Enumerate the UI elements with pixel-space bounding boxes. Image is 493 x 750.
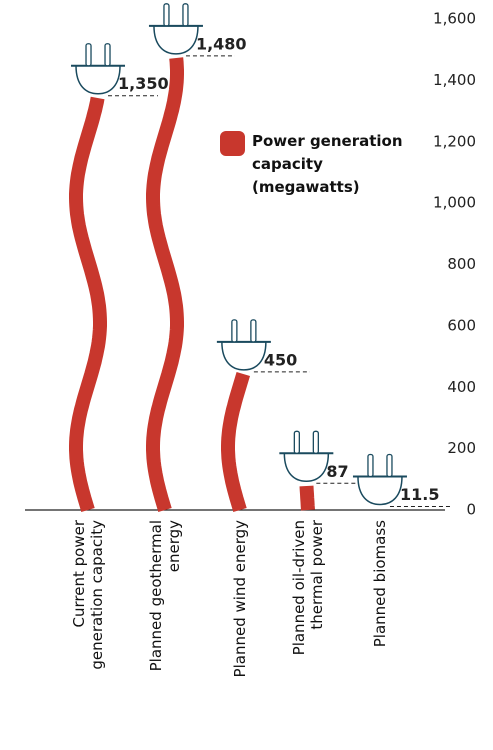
plug-prong — [367, 453, 374, 478]
plug-prong — [250, 319, 257, 343]
y-tick-label: 1,400 — [433, 71, 476, 89]
plug-prong — [182, 3, 189, 27]
value-label: 1,350 — [118, 74, 169, 93]
cable — [146, 57, 184, 513]
y-tick-label: 200 — [447, 439, 476, 457]
value-label: 87 — [326, 462, 348, 481]
legend-swatch — [220, 131, 245, 156]
plug-prong — [85, 43, 92, 67]
cable — [69, 96, 107, 513]
plug-body — [75, 64, 121, 95]
x-tick-label: Planned oil-driven thermal power — [290, 520, 326, 656]
y-tick-label: 1,600 — [433, 10, 476, 28]
value-label: 450 — [264, 350, 297, 369]
y-tick-label: 800 — [447, 255, 476, 273]
x-tick-label: Current power generation capacity — [70, 520, 106, 670]
plug-prong — [231, 319, 238, 343]
plug-prong — [163, 3, 170, 27]
plug-body — [283, 452, 330, 483]
plug-body — [221, 341, 267, 371]
value-label: 1,480 — [196, 34, 247, 53]
y-tick-label: 0 — [466, 501, 476, 519]
y-tick-label: 1,200 — [433, 132, 476, 150]
plug-prong — [386, 453, 393, 478]
y-tick-label: 400 — [447, 378, 476, 396]
plug-prong — [104, 43, 111, 67]
plug-prong — [312, 430, 319, 454]
x-tick-label: Planned wind energy — [231, 520, 249, 678]
value-label: 11.5 — [400, 485, 439, 504]
plug-body — [357, 475, 403, 506]
plug-body — [153, 25, 199, 55]
x-tick-label: Planned geothermal energy — [147, 520, 183, 672]
cable — [221, 371, 251, 513]
plug-prong — [293, 430, 300, 454]
cable — [299, 485, 315, 511]
y-tick-label: 600 — [447, 316, 476, 334]
legend-label: Power generation capacity (megawatts) — [252, 132, 403, 196]
y-tick-label: 1,000 — [433, 194, 476, 212]
x-tick-label: Planned biomass — [371, 520, 389, 648]
